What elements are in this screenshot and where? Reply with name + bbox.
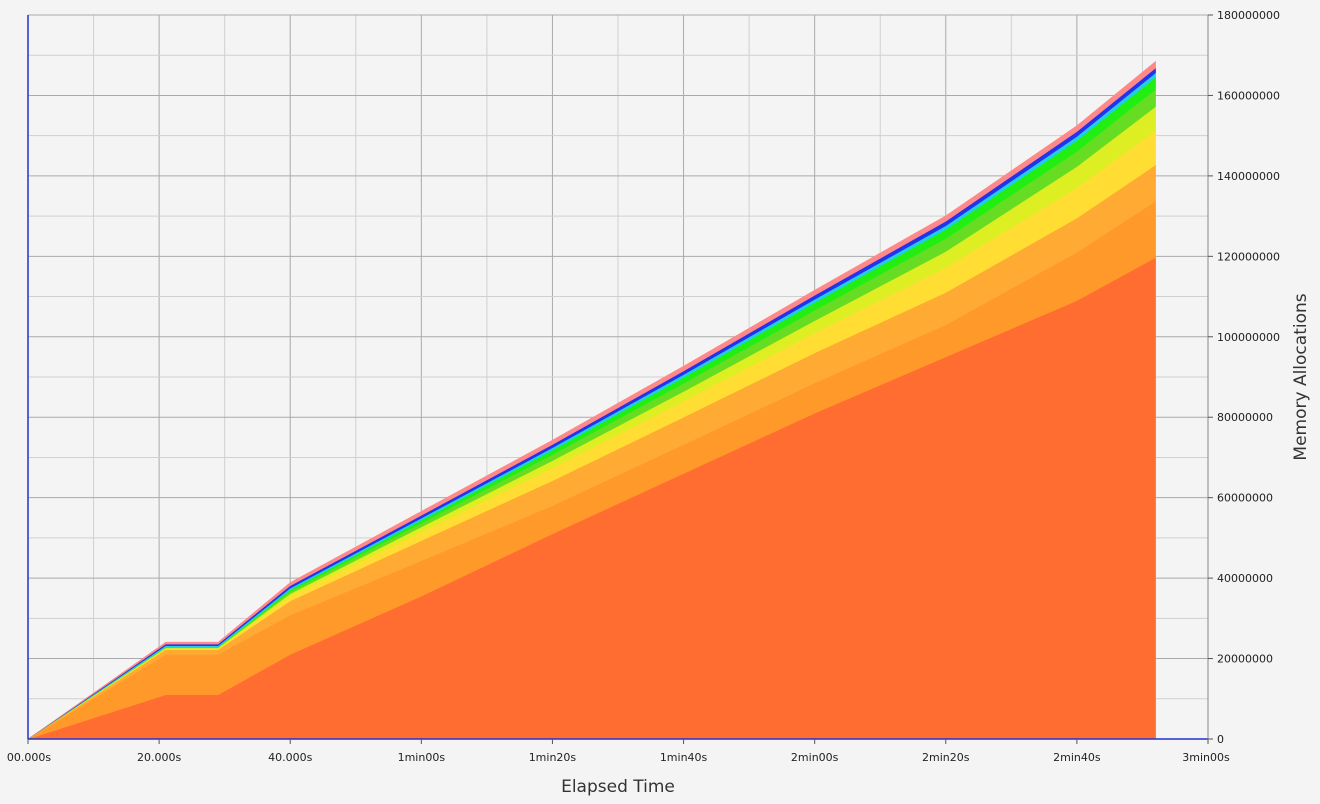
y-tick-label: 80000000 [1217,411,1273,424]
x-axis-title: Elapsed Time [561,777,675,797]
y-tick-labels: 0 20000000 40000000 60000000 80000000 1000000… [1208,9,1280,746]
x-tick-label: 40.000s [268,751,312,764]
x-tick-label: 1min40s [660,751,708,764]
axes [27,15,1209,740]
x-tick-label: 00.000s [7,751,51,764]
y-tick-label: 40000000 [1217,572,1273,585]
y-tick-label: 20000000 [1217,653,1273,666]
y-tick-label: 160000000 [1217,89,1280,102]
x-tick-label: 2min00s [791,751,839,764]
x-tick-label: 2min40s [1053,751,1101,764]
y-tick-label: 0 [1217,733,1224,746]
area-series-10 [27,60,1156,740]
y-tick-label: 100000000 [1217,331,1280,344]
x-tick-label: 1min00s [398,751,446,764]
y-tick-label: 120000000 [1217,250,1280,263]
stacked-areas [27,60,1156,740]
y-tick-label: 140000000 [1217,170,1280,183]
x-tick-label: 3min00s [1182,751,1230,764]
y-axis-title: Memory Allocations [1291,293,1311,460]
y-tick-label: 60000000 [1217,492,1273,505]
y-tick-label: 180000000 [1217,9,1280,22]
x-tick-labels: 00.000s 20.000s 40.000s 1min00s 1min20s 1min4… [7,739,1230,764]
x-tick-label: 1min20s [529,751,577,764]
x-tick-label: 20.000s [137,751,181,764]
x-tick-label: 2min20s [922,751,970,764]
